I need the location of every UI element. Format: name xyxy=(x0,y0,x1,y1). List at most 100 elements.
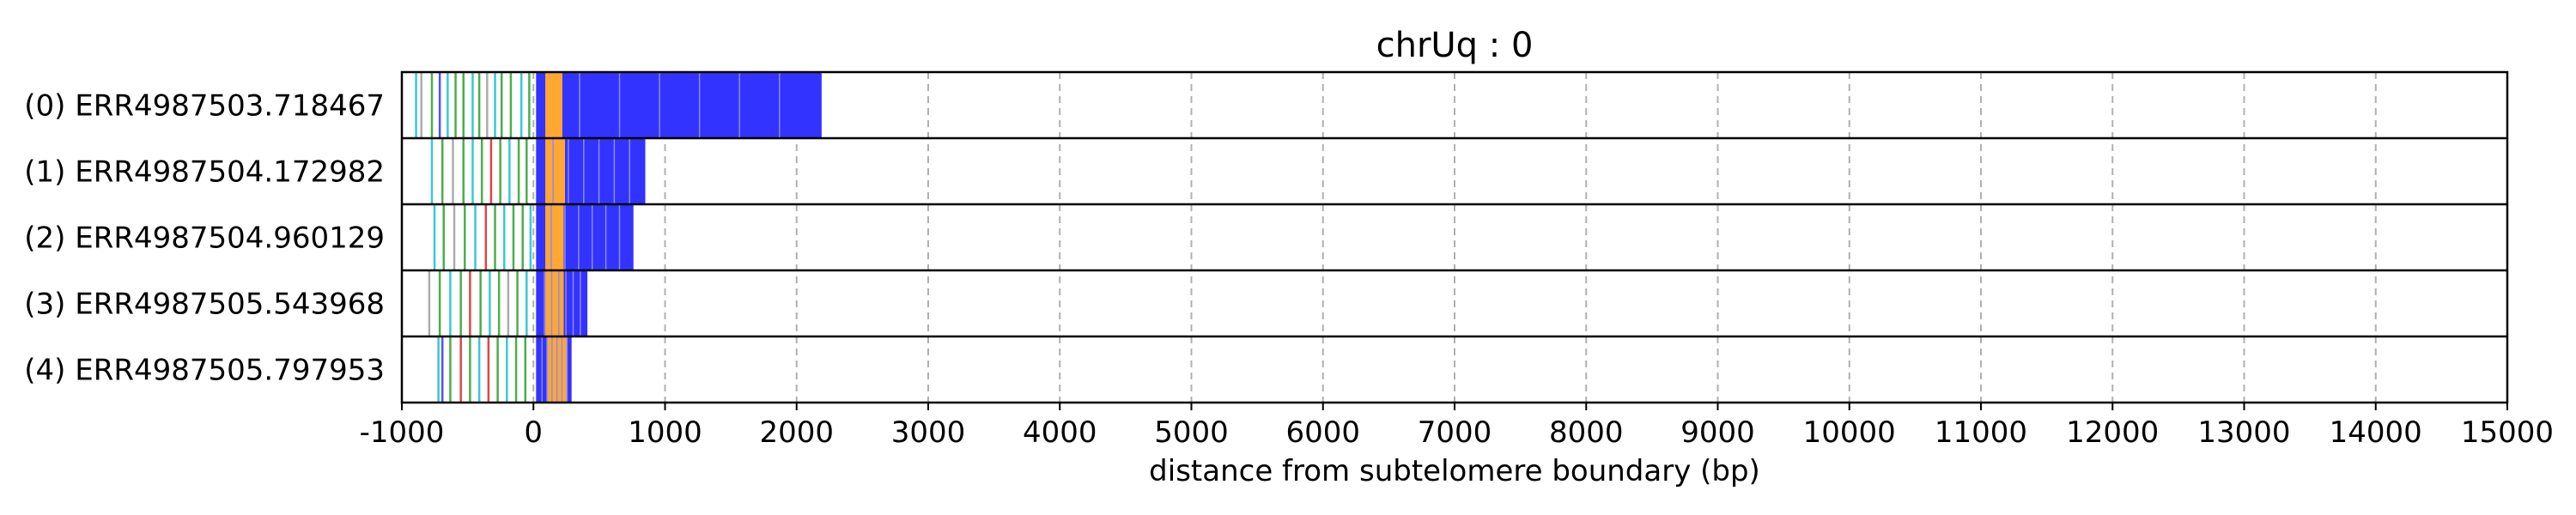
subtelomere-repeat-block xyxy=(545,138,566,204)
repeat-striation xyxy=(598,138,600,204)
variant-mark xyxy=(447,72,449,138)
variant-mark xyxy=(471,72,474,138)
variant-mark xyxy=(462,72,465,138)
variant-mark xyxy=(526,138,528,204)
repeat-striation xyxy=(572,270,574,336)
x-tick-label: 8000 xyxy=(1549,415,1624,450)
y-axis-labels: (0) ERR4987503.718467 (1) ERR4987504.1729… xyxy=(24,89,385,388)
x-tick-label: 14000 xyxy=(2330,415,2422,450)
repeat-striation xyxy=(698,72,701,138)
repeat-striation xyxy=(558,270,560,336)
variant-mark xyxy=(528,72,531,138)
variant-mark xyxy=(469,336,471,403)
variant-mark xyxy=(526,270,528,336)
variant-mark xyxy=(489,138,493,204)
variant-mark xyxy=(440,138,444,204)
variant-mark xyxy=(471,138,474,204)
chart-title: chrUq : 0 xyxy=(1376,26,1534,65)
repeat-striation xyxy=(583,138,585,204)
x-tick-label: 4000 xyxy=(1023,415,1097,450)
variant-mark xyxy=(452,138,454,204)
variant-mark xyxy=(454,72,457,138)
read-label: (4) ERR4987505.797953 xyxy=(24,354,385,388)
variant-mark xyxy=(459,336,462,403)
variant-mark xyxy=(433,204,436,270)
repeat-striation xyxy=(568,138,569,204)
variant-mark xyxy=(507,270,510,336)
variant-mark xyxy=(462,138,465,204)
variant-mark xyxy=(496,336,499,403)
variant-mark xyxy=(494,204,496,270)
subtelomere-repeat-block xyxy=(545,204,564,270)
repeat-striation xyxy=(659,72,660,138)
x-tick-label: 2000 xyxy=(759,415,834,450)
repeat-striation xyxy=(618,72,621,138)
repeat-striation xyxy=(550,270,553,336)
variant-mark xyxy=(489,270,491,336)
repeat-striation xyxy=(550,204,552,270)
read-label: (1) ERR4987504.172982 xyxy=(24,155,385,190)
x-tick-label: 1000 xyxy=(628,415,702,450)
read-label: (0) ERR4987503.718467 xyxy=(24,89,385,124)
variant-mark xyxy=(459,270,462,336)
x-tick-label: 5000 xyxy=(1154,415,1229,450)
repeat-striation xyxy=(561,336,563,403)
repeat-striation xyxy=(580,270,581,336)
repeat-striation xyxy=(544,270,545,336)
repeat-striation xyxy=(613,138,616,204)
repeat-striation xyxy=(778,72,781,138)
repeat-striation xyxy=(565,270,567,336)
variant-mark xyxy=(508,138,511,204)
x-tick-label: 9000 xyxy=(1680,415,1755,450)
variant-mark xyxy=(480,138,483,204)
variant-mark xyxy=(438,72,441,138)
variant-mark xyxy=(529,204,532,270)
repeat-striation xyxy=(541,336,544,403)
variant-mark xyxy=(453,204,456,270)
variant-mark xyxy=(438,270,441,336)
variant-mark xyxy=(437,336,440,403)
repeat-striation xyxy=(578,204,580,270)
variant-mark xyxy=(484,204,488,270)
x-tick-label: 13000 xyxy=(2197,415,2290,450)
subtelomere-repeat-block xyxy=(545,72,562,138)
read-track xyxy=(428,270,588,336)
subtelomere-repeat-block xyxy=(545,270,564,336)
variant-mark xyxy=(499,138,501,204)
repeat-striation xyxy=(738,72,740,138)
x-axis-title: distance from subtelomere boundary (bp) xyxy=(1149,454,1760,488)
repeat-striation xyxy=(566,336,568,403)
read-label: (3) ERR4987505.543968 xyxy=(24,288,385,322)
variant-mark xyxy=(479,270,482,336)
variant-mark xyxy=(428,270,431,336)
variant-mark xyxy=(440,336,444,403)
x-tick-label: 0 xyxy=(524,415,543,450)
variant-mark xyxy=(503,204,506,270)
variant-mark xyxy=(514,336,518,403)
x-tick-label: 11000 xyxy=(1935,415,2027,450)
read-track xyxy=(437,336,572,403)
read-track xyxy=(433,204,634,270)
variant-mark xyxy=(486,72,489,138)
repeat-striation xyxy=(605,204,607,270)
repeat-striation xyxy=(556,336,558,403)
variant-mark xyxy=(506,336,508,403)
x-tick-label: 12000 xyxy=(2066,415,2159,450)
repeat-striation xyxy=(552,138,554,204)
variant-mark xyxy=(442,204,446,270)
variant-mark xyxy=(494,72,496,138)
variant-mark xyxy=(477,336,481,403)
variant-mark xyxy=(449,336,452,403)
read-tracks xyxy=(415,72,822,403)
repeat-striation xyxy=(579,72,580,138)
x-tick-label: -1000 xyxy=(360,415,445,450)
telomere-repeat-block xyxy=(536,72,822,138)
read-track xyxy=(415,72,822,138)
repeat-striation xyxy=(551,336,553,403)
variant-mark xyxy=(474,204,477,270)
variant-mark xyxy=(521,204,524,270)
variant-mark xyxy=(497,270,501,336)
variant-mark xyxy=(500,72,503,138)
repeat-striation xyxy=(591,204,593,270)
